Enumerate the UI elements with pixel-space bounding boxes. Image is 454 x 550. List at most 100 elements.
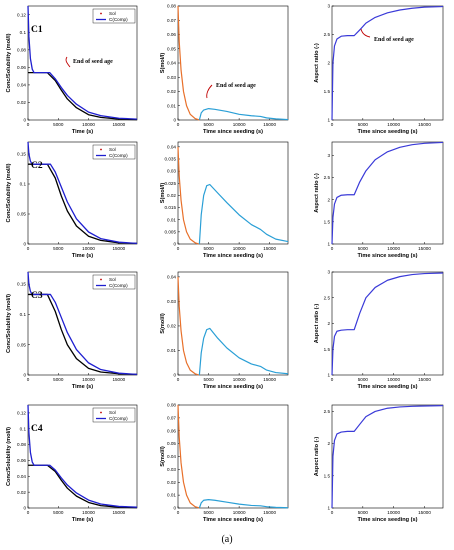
y-axis-label: S(mol/l) bbox=[160, 53, 166, 74]
x-tick-label: 5000 bbox=[358, 377, 369, 382]
panel-C3-aspect: 0 5000 10000 15000 1 1.5 2 2.5 3 Time since seedi… bbox=[314, 270, 444, 390]
y-axis-label: Conc/Solubility (mol/l) bbox=[6, 427, 12, 486]
y-tick-label: 2.5 bbox=[324, 295, 331, 300]
legend-label-sol: Sol bbox=[109, 277, 116, 282]
series-line-curve-0 bbox=[331, 405, 444, 509]
x-tick-label: 5000 bbox=[358, 510, 369, 515]
y-tick-label: 0.04 bbox=[167, 275, 176, 280]
y-tick-label: 0.04 bbox=[167, 61, 176, 66]
x-axis-label: Time (s) bbox=[72, 517, 93, 523]
annotation-arrow bbox=[65, 56, 71, 68]
plot-frame bbox=[177, 271, 289, 376]
x-tick-label: 10000 bbox=[233, 246, 246, 251]
panel-C4-concentration: 0 5000 10000 15000 0 0.02 0.04 0.06 0.08 0.1 0.12 T… bbox=[6, 404, 138, 523]
series-line-sol bbox=[28, 163, 138, 245]
series-line-sol bbox=[28, 464, 138, 509]
x-tick-label: 10000 bbox=[233, 377, 246, 382]
x-tick-label: 0 bbox=[331, 122, 334, 127]
x-tick-label: 0 bbox=[27, 377, 30, 382]
y-tick-label: 0.04 bbox=[167, 144, 176, 149]
x-axis-label: Time (s) bbox=[72, 384, 93, 390]
x-axis-label: Time since seeding (s) bbox=[358, 253, 418, 259]
x-tick-label: 5000 bbox=[203, 377, 214, 382]
annotation-text: End of seed age bbox=[73, 59, 113, 65]
plot-frame bbox=[27, 5, 138, 121]
y-axis-label: Conc/Solubility (mol/l) bbox=[6, 163, 12, 222]
plot-frame bbox=[331, 5, 444, 121]
y-tick-label: 0.15 bbox=[17, 282, 26, 287]
x-tick-label: 0 bbox=[331, 377, 334, 382]
legend-label-comp: C(Comp) bbox=[109, 416, 128, 421]
y-tick-label: 2 bbox=[327, 61, 330, 66]
y-tick-label: 0.01 bbox=[167, 217, 176, 222]
x-tick-label: 15000 bbox=[263, 122, 276, 127]
x-tick-label: 10000 bbox=[82, 122, 95, 127]
y-tick-label: 0 bbox=[23, 506, 26, 511]
x-tick-label: 15000 bbox=[418, 510, 431, 515]
y-tick-label: 0.03 bbox=[167, 467, 176, 472]
annotation-arrow bbox=[206, 84, 213, 99]
x-tick-label: 10000 bbox=[82, 246, 95, 251]
y-tick-label: 0 bbox=[23, 118, 26, 123]
y-tick-label: 0.05 bbox=[17, 212, 26, 217]
x-tick-label: 10000 bbox=[82, 510, 95, 515]
x-axis-label: Time since seeding (s) bbox=[358, 517, 418, 523]
panel-C1-aspect: 0 5000 10000 15000 1 1.5 2 2.5 3 Time since seedi… bbox=[314, 4, 444, 135]
x-tick-label: 5000 bbox=[53, 122, 64, 127]
y-tick-label: 0.08 bbox=[17, 47, 26, 52]
plot-frame bbox=[177, 141, 289, 245]
series-line-c-comp- bbox=[27, 141, 138, 245]
y-axis-label: Aspect ratio (-) bbox=[314, 304, 320, 344]
y-tick-label: 0.06 bbox=[167, 428, 176, 433]
x-tick-label: 0 bbox=[27, 510, 30, 515]
y-tick-label: 0.04 bbox=[167, 454, 176, 459]
y-tick-label: 2 bbox=[327, 321, 330, 326]
y-tick-label: 1 bbox=[327, 118, 330, 123]
x-tick-label: 0 bbox=[331, 510, 334, 515]
y-tick-label: 0.02 bbox=[167, 193, 176, 198]
x-tick-label: 0 bbox=[177, 510, 180, 515]
y-tick-label: 0 bbox=[173, 242, 176, 247]
x-tick-label: 15000 bbox=[112, 510, 125, 515]
x-axis-label: Time (s) bbox=[72, 253, 93, 259]
x-axis-label: Time since seeding (s) bbox=[358, 129, 418, 135]
x-tick-label: 5000 bbox=[358, 122, 369, 127]
y-tick-label: 2.5 bbox=[324, 32, 331, 37]
y-tick-label: 1 bbox=[327, 373, 330, 378]
y-tick-label: 0.02 bbox=[167, 324, 176, 329]
y-tick-label: 0.08 bbox=[17, 442, 26, 447]
y-axis-label: Aspect ratio (-) bbox=[314, 437, 320, 477]
row-label: C3 bbox=[31, 291, 43, 301]
y-tick-label: 0.05 bbox=[167, 441, 176, 446]
y-tick-label: 0.08 bbox=[167, 4, 176, 9]
row-label: C1 bbox=[31, 25, 43, 35]
x-tick-label: 0 bbox=[177, 246, 180, 251]
y-axis-label: Conc/Solubility (mol/l) bbox=[6, 294, 12, 353]
y-tick-label: 0.05 bbox=[17, 342, 26, 347]
y-tick-label: 0.03 bbox=[167, 299, 176, 304]
y-tick-label: 0 bbox=[173, 373, 176, 378]
x-tick-label: 10000 bbox=[387, 246, 400, 251]
series-line-curve-1 bbox=[198, 183, 289, 245]
y-axis-label: Aspect ratio (-) bbox=[314, 173, 320, 213]
y-axis-label: S(mol/l) bbox=[160, 446, 166, 467]
panel-C3-supersaturation: 0 5000 10000 15000 0 0.01 0.02 0.03 0.04 Time sin… bbox=[160, 271, 289, 390]
y-tick-label: 0.06 bbox=[17, 65, 26, 70]
x-tick-label: 0 bbox=[177, 122, 180, 127]
panel-C3-concentration: 0 5000 10000 15000 0 0.05 0.1 0.15 Time (s) Conc/… bbox=[6, 271, 138, 390]
x-tick-label: 5000 bbox=[53, 510, 64, 515]
series-line-curve-0 bbox=[331, 141, 444, 245]
panel-C2-supersaturation: 0 5000 10000 15000 0 0.005 0.01 0.015 0.02 0.025 0… bbox=[160, 141, 289, 259]
x-tick-label: 5000 bbox=[53, 246, 64, 251]
y-tick-label: 0.035 bbox=[165, 157, 177, 162]
y-tick-label: 0.025 bbox=[165, 181, 177, 186]
x-tick-label: 10000 bbox=[233, 122, 246, 127]
legend-label-sol: Sol bbox=[109, 410, 116, 415]
y-tick-label: 0.005 bbox=[165, 229, 177, 234]
panel-C1-concentration: 0 5000 10000 15000 0 0.02 0.04 0.06 0.08 0.1 0.12 T… bbox=[6, 5, 138, 135]
legend-marker-sol bbox=[100, 12, 102, 15]
y-tick-label: 0.06 bbox=[167, 32, 176, 37]
x-tick-label: 15000 bbox=[418, 122, 431, 127]
series-line-sol bbox=[28, 72, 138, 121]
plot-frame bbox=[331, 271, 444, 376]
